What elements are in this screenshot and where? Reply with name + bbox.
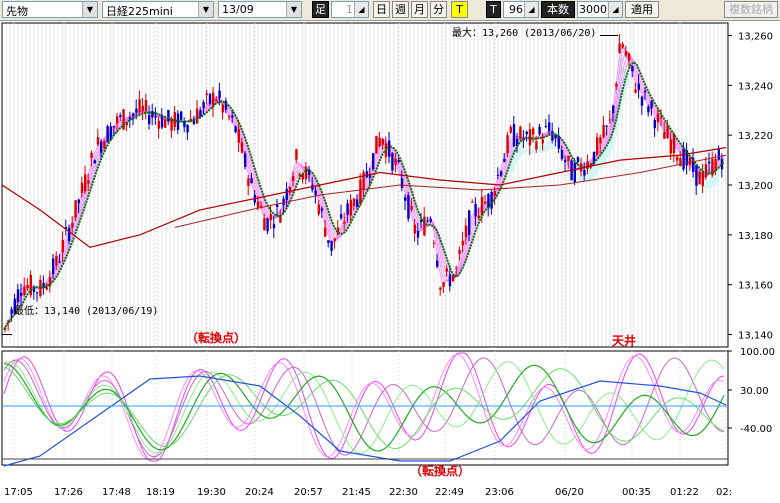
chart-area[interactable]: 13,260 13,240 13,220 13,200 13,180 13,160 13,1… bbox=[0, 21, 780, 500]
instrument-value: 日経225mini bbox=[106, 5, 173, 18]
dropdown-arrow-icon[interactable]: ▼ bbox=[286, 2, 301, 17]
tick-label: T bbox=[486, 1, 501, 18]
period-value: 96 bbox=[509, 3, 523, 16]
time-tick: 20:57 bbox=[294, 487, 323, 498]
count-spinner[interactable]: 3000 ◢ bbox=[577, 1, 623, 18]
time-tick: 22:30 bbox=[389, 487, 418, 498]
day-button[interactable]: 日 bbox=[373, 1, 390, 18]
minute-button[interactable]: 分 bbox=[430, 1, 447, 18]
multi-instrument-button[interactable]: 複数銘柄 bbox=[724, 1, 778, 18]
instrument-select[interactable]: 日経225mini ▼ bbox=[102, 1, 214, 18]
turning-point-top: （転換点） bbox=[186, 330, 246, 345]
week-button[interactable]: 週 bbox=[392, 1, 409, 18]
time-tick: 23:06 bbox=[485, 487, 514, 498]
price-tick: 13,240 bbox=[738, 81, 773, 92]
price-tick: 13,160 bbox=[738, 281, 773, 292]
time-tick: 17:26 bbox=[54, 487, 83, 498]
period-spinner[interactable]: 96 ◢ bbox=[503, 1, 539, 18]
time-tick: 06/20 bbox=[555, 487, 584, 498]
time-tick: 21:45 bbox=[342, 487, 371, 498]
spinner-icon[interactable]: ◢ bbox=[608, 2, 622, 17]
contract-select[interactable]: 13/09 ▼ bbox=[218, 1, 302, 18]
price-tick: 13,260 bbox=[738, 31, 773, 42]
price-axis: 13,260 13,240 13,220 13,200 13,180 13,160 13,1… bbox=[728, 31, 773, 342]
green-ma bbox=[3, 60, 725, 331]
time-tick: 18:19 bbox=[146, 487, 175, 498]
bar-count-value: 1 bbox=[346, 3, 353, 16]
dropdown-arrow-icon[interactable]: ▼ bbox=[198, 2, 213, 17]
grid bbox=[1, 22, 729, 466]
osc-tick: 100.00 bbox=[740, 347, 775, 358]
oscillator-frame bbox=[1, 350, 729, 466]
price-tick: 13,180 bbox=[738, 231, 773, 242]
turning-point-bottom: （転換点） bbox=[410, 463, 470, 478]
apply-button[interactable]: 適用 bbox=[625, 1, 659, 18]
time-tick: 19:30 bbox=[197, 487, 226, 498]
price-tick: 13,140 bbox=[738, 331, 773, 342]
market-select[interactable]: 先物 ▼ bbox=[2, 1, 98, 18]
candles bbox=[4, 33, 724, 333]
month-button[interactable]: 月 bbox=[411, 1, 428, 18]
contract-value: 13/09 bbox=[222, 3, 254, 16]
time-tick: 01:22 bbox=[670, 487, 699, 498]
osc-blue-line bbox=[3, 375, 727, 467]
time-tick: 17:05 bbox=[4, 487, 33, 498]
spinner-icon[interactable]: ◢ bbox=[354, 2, 368, 17]
max-label: 最大：13,260 (2013/06/20) bbox=[452, 26, 596, 39]
count-value: 3000 bbox=[579, 3, 607, 16]
market-value: 先物 bbox=[6, 5, 28, 18]
min-label: 最低：13,140 (2013/06/19) bbox=[14, 304, 158, 317]
price-tick: 13,200 bbox=[738, 181, 773, 192]
time-tick: 17:48 bbox=[102, 487, 131, 498]
moving-averages bbox=[1, 34, 727, 336]
toolbar: 先物 ▼ 日経225mini ▼ 13/09 ▼ 足 1 ◢ 日 週 月 分 T… bbox=[0, 0, 780, 21]
time-axis: 17:05 17:26 17:48 18:19 19:30 20:24 20:57 21:45… bbox=[4, 487, 732, 498]
dropdown-arrow-icon[interactable]: ▼ bbox=[82, 2, 97, 17]
tick-button[interactable]: T bbox=[451, 1, 468, 18]
osc-tick: 30.00 bbox=[740, 386, 769, 397]
chart-canvas[interactable]: 13,260 13,240 13,220 13,200 13,180 13,160 13,1… bbox=[0, 21, 780, 500]
bar-type-label: 足 bbox=[312, 1, 329, 18]
time-tick: 20:24 bbox=[245, 487, 274, 498]
bar-count-label: 本数 bbox=[541, 1, 575, 18]
ceiling-label: 天井 bbox=[612, 333, 636, 348]
time-tick: 00:35 bbox=[622, 487, 651, 498]
price-tick: 13,220 bbox=[738, 131, 773, 142]
oscillator-axis: 100.00 30.00 -40.00 bbox=[2, 347, 775, 460]
spinner-icon[interactable]: ◢ bbox=[524, 2, 538, 17]
time-tick: 02: bbox=[716, 487, 732, 498]
bar-count-spinner[interactable]: 1 ◢ bbox=[331, 1, 369, 18]
red-ma bbox=[1, 147, 727, 248]
time-tick: 22:49 bbox=[435, 487, 464, 498]
red-ma-2 bbox=[174, 154, 727, 228]
osc-tick: -40.00 bbox=[740, 424, 772, 435]
